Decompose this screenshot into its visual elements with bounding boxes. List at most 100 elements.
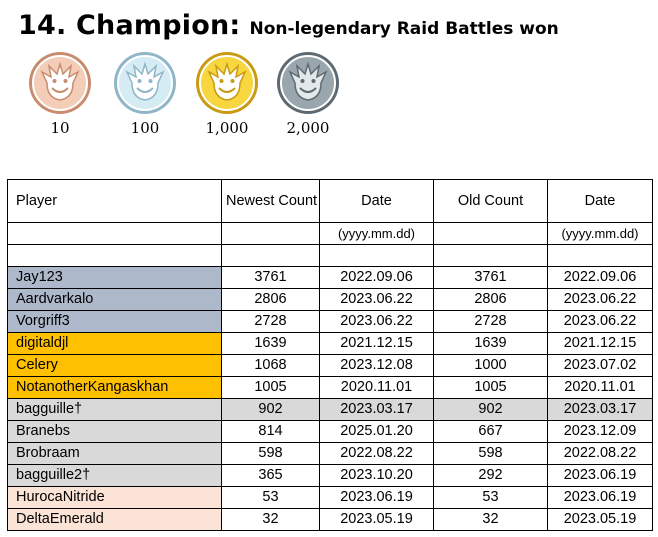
newest-count-cell: 3761 (221, 266, 320, 289)
old-date-cell: 2022.08.22 (547, 442, 653, 465)
newest-count-cell: 365 (221, 464, 320, 487)
medal-threshold-label: 2,000 (286, 119, 330, 137)
old-date-cell: 2023.07.02 (547, 354, 653, 377)
newest-count-cell: 1005 (221, 376, 320, 399)
old-date-cell: 2023.03.17 (547, 398, 653, 421)
player-cell: Jay123 (7, 266, 222, 289)
newest-count-cell: 902 (221, 398, 320, 421)
old-count-cell: 902 (433, 398, 548, 421)
medal-title: 14. Champion: (18, 10, 241, 41)
table-row: Vorgriff3 2728 2023.06.22 2728 2023.06.22 (7, 310, 653, 333)
table-row: bagguille† 902 2023.03.17 902 2023.03.17 (7, 398, 653, 421)
silver-medal-icon (114, 52, 176, 114)
table-row: Aardvarkalo 2806 2023.06.22 2806 2023.06.22 (7, 288, 653, 311)
newest-date-cell: 2022.08.22 (319, 442, 434, 465)
table-row: Brobraam 598 2022.08.22 598 2022.08.22 (7, 442, 653, 465)
format-cell (7, 222, 222, 245)
table-row: bagguille2† 365 2023.10.20 292 2023.06.19 (7, 464, 653, 487)
newest-count-cell: 2728 (221, 310, 320, 333)
col-header-newest-count: Newest Count (221, 179, 320, 223)
newest-date-cell: 2023.10.20 (319, 464, 434, 487)
table-row: Celery 1068 2023.12.08 1000 2023.07.02 (7, 354, 653, 377)
old-count-cell: 2728 (433, 310, 548, 333)
spacer-row (7, 244, 653, 267)
old-date-cell: 2023.06.19 (547, 486, 653, 509)
old-count-cell: 292 (433, 464, 548, 487)
table-row: DeltaEmerald 32 2023.05.19 32 2023.05.19 (7, 508, 653, 531)
col-header-date: Date (319, 179, 434, 223)
col-header-date-old: Date (547, 179, 653, 223)
newest-count-cell: 1639 (221, 332, 320, 355)
newest-count-cell: 53 (221, 486, 320, 509)
newest-date-cell: 2023.05.19 (319, 508, 434, 531)
medal-platinum: 2,000 (272, 50, 344, 137)
col-header-player: Player (7, 179, 222, 223)
newest-count-cell: 814 (221, 420, 320, 443)
old-count-cell: 3761 (433, 266, 548, 289)
old-count-cell: 1639 (433, 332, 548, 355)
old-date-cell: 2022.09.06 (547, 266, 653, 289)
table-header-row: Player Newest Count Date Old Count Date (7, 179, 653, 223)
old-date-cell: 2021.12.15 (547, 332, 653, 355)
raid-leaderboard-table: Player Newest Count Date Old Count Date … (7, 179, 653, 531)
newest-date-cell: 2020.11.01 (319, 376, 434, 399)
table-row: HurocaNitride 53 2023.06.19 53 2023.06.19 (7, 486, 653, 509)
medal-gold: 1,000 (191, 50, 263, 137)
old-count-cell: 667 (433, 420, 548, 443)
newest-date-cell: 2023.03.17 (319, 398, 434, 421)
newest-count-cell: 2806 (221, 288, 320, 311)
player-cell: digitaldjl (7, 332, 222, 355)
old-count-cell: 32 (433, 508, 548, 531)
medal-threshold-label: 1,000 (205, 119, 249, 137)
medal-threshold-label: 10 (50, 119, 70, 137)
medal-threshold-label: 100 (130, 119, 160, 137)
newest-count-cell: 32 (221, 508, 320, 531)
table-row: NotanotherKangaskhan 1005 2020.11.01 1005 20… (7, 376, 653, 399)
player-cell: Brobraam (7, 442, 222, 465)
old-count-cell: 1005 (433, 376, 548, 399)
page-title: 14. Champion: Non-legendary Raid Battles… (18, 10, 559, 41)
old-date-cell: 2023.12.09 (547, 420, 653, 443)
medal-silver: 100 (109, 50, 181, 137)
old-date-cell: 2023.06.22 (547, 310, 653, 333)
table-row: Jay123 3761 2022.09.06 3761 2022.09.06 (7, 266, 653, 289)
format-cell (221, 222, 320, 245)
newest-date-cell: 2023.12.08 (319, 354, 434, 377)
player-cell: Vorgriff3 (7, 310, 222, 333)
player-cell: HurocaNitride (7, 486, 222, 509)
player-cell: Branebs (7, 420, 222, 443)
table-body: Jay123 3761 2022.09.06 3761 2022.09.06 Aardva… (7, 266, 653, 531)
format-cell: (yyyy.mm.dd) (319, 222, 434, 245)
old-date-cell: 2023.06.22 (547, 288, 653, 311)
player-cell: bagguille2† (7, 464, 222, 487)
newest-date-cell: 2025.01.20 (319, 420, 434, 443)
old-count-cell: 598 (433, 442, 548, 465)
newest-date-cell: 2023.06.22 (319, 288, 434, 311)
old-date-cell: 2020.11.01 (547, 376, 653, 399)
table-row: Branebs 814 2025.01.20 667 2023.12.09 (7, 420, 653, 443)
medal-tiers: 10 100 1,000 2,000 (18, 50, 358, 140)
format-cell (433, 222, 548, 245)
player-cell: bagguille† (7, 398, 222, 421)
old-count-cell: 1000 (433, 354, 548, 377)
format-cell: (yyyy.mm.dd) (547, 222, 653, 245)
newest-count-cell: 598 (221, 442, 320, 465)
old-date-cell: 2023.06.19 (547, 464, 653, 487)
newest-date-cell: 2022.09.06 (319, 266, 434, 289)
player-cell: DeltaEmerald (7, 508, 222, 531)
date-format-row: (yyyy.mm.dd) (yyyy.mm.dd) (7, 222, 653, 245)
table-row: digitaldjl 1639 2021.12.15 1639 2021.12.15 (7, 332, 653, 355)
gold-medal-icon (196, 52, 258, 114)
newest-count-cell: 1068 (221, 354, 320, 377)
player-cell: Celery (7, 354, 222, 377)
player-cell: Aardvarkalo (7, 288, 222, 311)
medal-subtitle: Non-legendary Raid Battles won (249, 19, 559, 39)
newest-date-cell: 2023.06.22 (319, 310, 434, 333)
newest-date-cell: 2021.12.15 (319, 332, 434, 355)
old-count-cell: 2806 (433, 288, 548, 311)
old-date-cell: 2023.05.19 (547, 508, 653, 531)
medal-bronze: 10 (24, 50, 96, 137)
platinum-medal-icon (277, 52, 339, 114)
col-header-old-count: Old Count (433, 179, 548, 223)
player-cell: NotanotherKangaskhan (7, 376, 222, 399)
